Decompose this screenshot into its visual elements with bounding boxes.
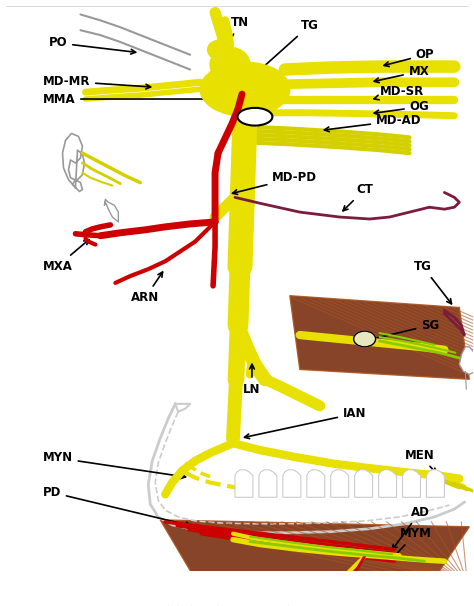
- Text: MEN: MEN: [405, 448, 436, 473]
- Polygon shape: [290, 296, 469, 379]
- Text: MD-SR: MD-SR: [374, 85, 424, 100]
- Polygon shape: [427, 470, 445, 498]
- Polygon shape: [355, 470, 373, 498]
- Text: MD-PD: MD-PD: [233, 171, 317, 195]
- Text: SG: SG: [369, 319, 439, 341]
- Ellipse shape: [237, 108, 273, 125]
- Text: MYM: MYM: [393, 527, 431, 558]
- Text: LN: LN: [243, 364, 261, 396]
- Ellipse shape: [208, 40, 233, 60]
- Text: MXA: MXA: [43, 240, 89, 273]
- Text: PO: PO: [48, 36, 136, 54]
- Ellipse shape: [200, 62, 290, 116]
- Ellipse shape: [354, 331, 375, 347]
- Text: MX: MX: [374, 65, 429, 82]
- Text: MYN: MYN: [43, 451, 185, 479]
- Text: TN: TN: [227, 16, 249, 46]
- Text: ARN: ARN: [131, 272, 163, 304]
- Ellipse shape: [210, 47, 250, 82]
- Polygon shape: [283, 470, 301, 498]
- Polygon shape: [331, 470, 349, 498]
- Text: TG: TG: [413, 260, 452, 304]
- Text: OP: OP: [384, 48, 434, 67]
- Text: OG: OG: [374, 101, 429, 115]
- Text: MD-MR: MD-MR: [43, 75, 151, 89]
- Text: CT: CT: [343, 183, 373, 211]
- Text: TG: TG: [258, 19, 319, 72]
- Text: AD: AD: [392, 505, 429, 550]
- Polygon shape: [235, 470, 253, 498]
- Text: IAN: IAN: [245, 407, 366, 439]
- Text: PD: PD: [43, 486, 191, 527]
- Polygon shape: [259, 470, 277, 498]
- Polygon shape: [402, 470, 420, 498]
- Text: MD-AD: MD-AD: [324, 114, 421, 132]
- Polygon shape: [379, 470, 397, 498]
- Polygon shape: [160, 520, 469, 586]
- Text: MMA: MMA: [43, 93, 230, 105]
- Polygon shape: [307, 470, 325, 498]
- Polygon shape: [459, 347, 474, 375]
